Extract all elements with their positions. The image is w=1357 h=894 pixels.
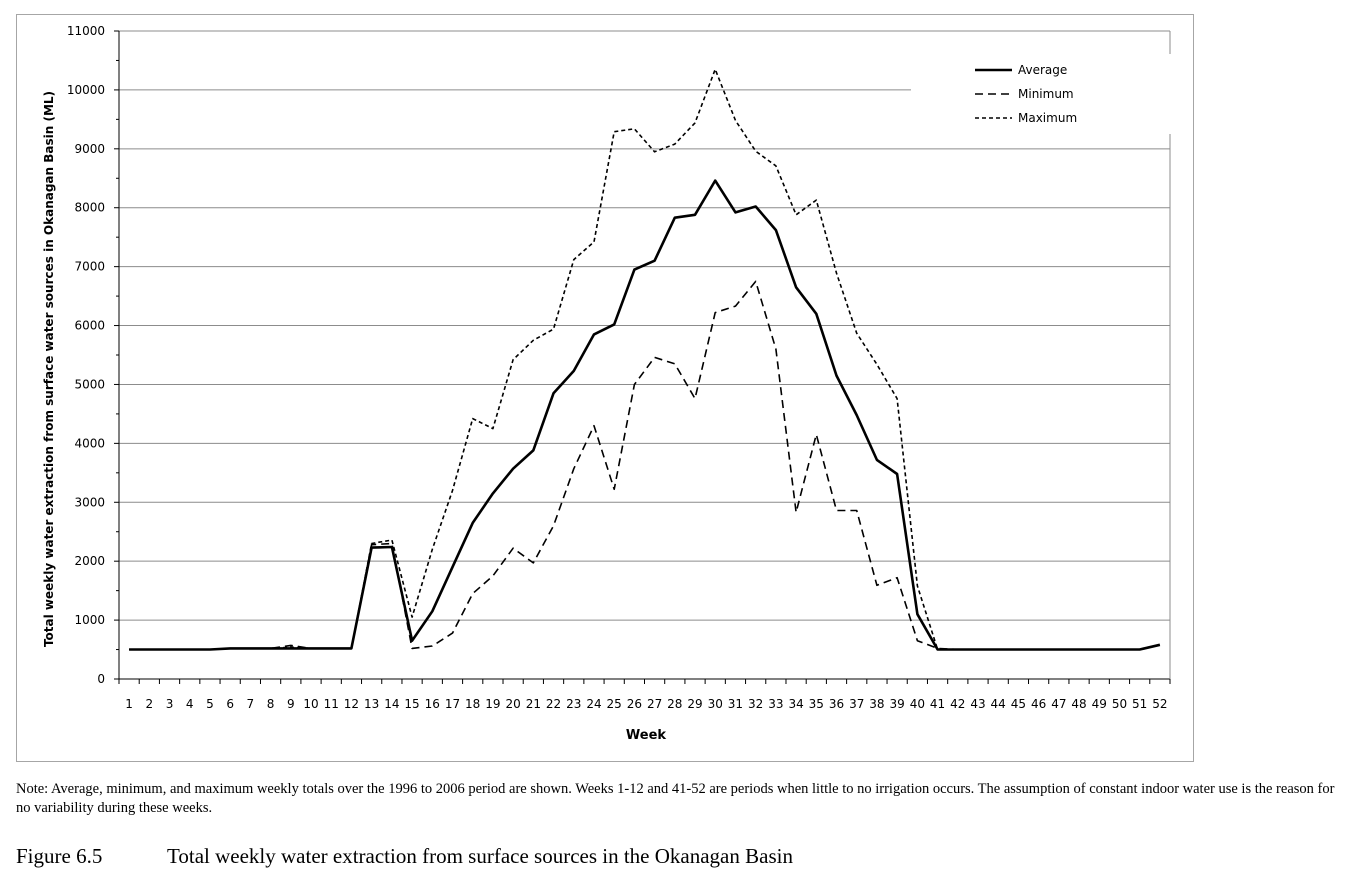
x-tick-label: 35 (809, 697, 824, 711)
x-tick-label: 41 (930, 697, 945, 711)
x-tick-label: 42 (950, 697, 965, 711)
series-line-average (129, 179, 1161, 651)
y-tick-label: 7000 (74, 260, 105, 274)
figure-title: Total weekly water extraction from surfa… (167, 844, 793, 868)
x-tick-label: 29 (687, 697, 702, 711)
x-tick-label: 27 (647, 697, 662, 711)
x-tick-label: 34 (788, 697, 803, 711)
legend-label-average: Average (1018, 63, 1067, 77)
x-tick-label: 15 (404, 697, 419, 711)
x-tick-label: 23 (566, 697, 581, 711)
x-tick-labels: 1 2 3 4 5 6 7 8 9 10 11 12 13 14 15 16 17 18 19 20 21 22 23 24 2… (125, 697, 1167, 711)
x-tick-label: 40 (910, 697, 925, 711)
y-tick-label: 10000 (67, 83, 105, 97)
y-tick-labels: 0 1000 2000 3000 4000 5000 6000 7000 8000 9000 100… (67, 24, 105, 686)
y-tick-label: 5000 (74, 377, 105, 391)
x-tick-label: 24 (586, 697, 601, 711)
x-tick-label: 49 (1092, 697, 1107, 711)
x-tick-label: 22 (546, 697, 561, 711)
series-line-minimum (129, 280, 1161, 651)
y-tick-label: 4000 (74, 436, 105, 450)
y-axis-title: Total weekly water extraction from surfa… (42, 91, 56, 647)
x-tick-label: 28 (667, 697, 682, 711)
x-tick-label: 33 (768, 697, 783, 711)
legend-box (911, 54, 1171, 134)
x-tick-label: 39 (890, 697, 905, 711)
x-tick-label: 21 (526, 697, 541, 711)
legend-label-maximum: Maximum (1018, 111, 1077, 125)
x-tick-label: 32 (748, 697, 763, 711)
x-tick-label: 11 (324, 697, 339, 711)
x-tick-label: 20 (505, 697, 520, 711)
x-tick-label: 46 (1031, 697, 1046, 711)
x-tick-label: 5 (206, 697, 214, 711)
x-tick-label: 18 (465, 697, 480, 711)
chart-area (16, 14, 1194, 762)
y-tick-label: 9000 (74, 142, 105, 156)
series-line-maximum (129, 68, 1161, 651)
figure-caption: Figure 6.5 Total weekly water extraction … (16, 844, 1346, 869)
figure-number: Figure 6.5 (16, 844, 103, 868)
y-tick-label: 0 (97, 672, 105, 686)
x-tick-label: 4 (186, 697, 194, 711)
x-tick-label: 7 (247, 697, 255, 711)
x-tick-label: 2 (145, 697, 153, 711)
x-tick-label: 8 (267, 697, 275, 711)
gridlines (119, 30, 1170, 621)
x-tick-label: 26 (627, 697, 642, 711)
x-tick-label: 44 (991, 697, 1006, 711)
x-tick-label: 36 (829, 697, 844, 711)
y-tick-label: 3000 (74, 495, 105, 509)
x-tick-label: 47 (1051, 697, 1066, 711)
legend-label-minimum: Minimum (1018, 87, 1074, 101)
legend: Average Minimum Maximum (911, 54, 1171, 134)
x-tick-label: 14 (384, 697, 399, 711)
y-tick-label: 6000 (74, 319, 105, 333)
x-tick-label: 19 (485, 697, 500, 711)
x-tick-label: 30 (708, 697, 723, 711)
x-tick-label: 31 (728, 697, 743, 711)
x-tick-label: 48 (1071, 697, 1086, 711)
x-tick-label: 17 (445, 697, 460, 711)
x-tick-label: 3 (166, 697, 174, 711)
x-tick-label: 16 (425, 697, 440, 711)
y-tick-label: 2000 (74, 554, 105, 568)
x-tick-label: 51 (1132, 697, 1147, 711)
x-tick-label: 50 (1112, 697, 1127, 711)
x-tick-label: 6 (226, 697, 234, 711)
y-tick-label: 11000 (67, 24, 105, 38)
line-chart: 0 1000 2000 3000 4000 5000 6000 7000 8000 9000 100… (42, 24, 1171, 743)
x-tick-label: 12 (344, 697, 359, 711)
x-tick-label: 9 (287, 697, 295, 711)
x-tick-label: 37 (849, 697, 864, 711)
x-axis-title: Week (626, 728, 667, 743)
x-tick-label: 13 (364, 697, 379, 711)
x-tick-label: 25 (607, 697, 622, 711)
series-lines (129, 68, 1161, 651)
x-tick-label: 45 (1011, 697, 1026, 711)
y-tick-label: 8000 (74, 201, 105, 215)
x-tick-label: 1 (125, 697, 133, 711)
x-tick-label: 10 (303, 697, 318, 711)
x-tick-label: 52 (1152, 697, 1167, 711)
x-tick-label: 38 (869, 697, 884, 711)
figure-note: Note: Average, minimum, and maximum week… (16, 781, 1335, 816)
x-tick-label: 43 (970, 697, 985, 711)
axes (114, 30, 1171, 684)
y-tick-label: 1000 (74, 613, 105, 627)
